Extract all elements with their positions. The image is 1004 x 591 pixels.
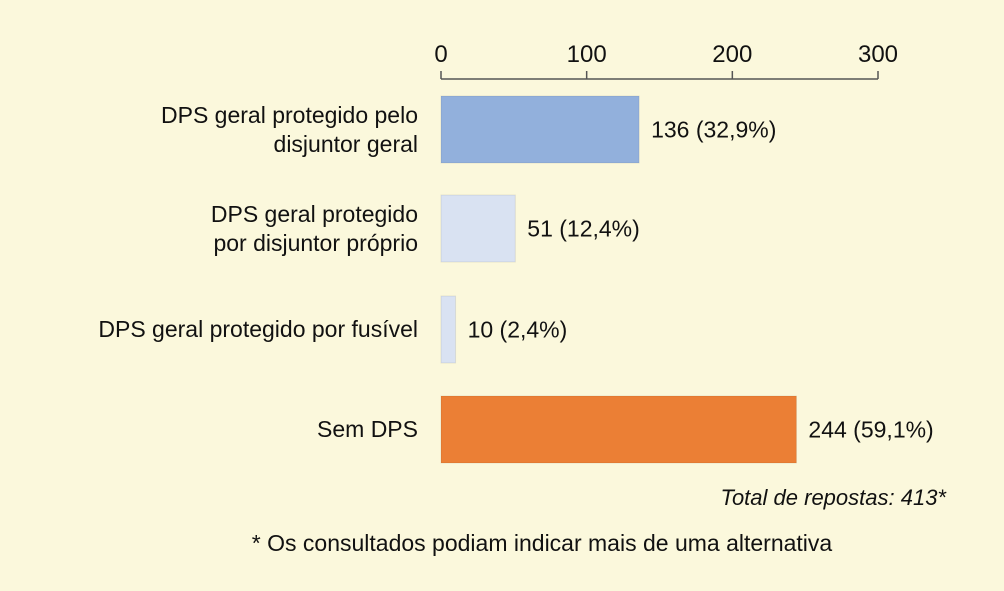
data-label: 136 (32,9%) (651, 117, 776, 143)
category-label: DPS geral protegido por fusível (98, 316, 418, 342)
data-label: 51 (12,4%) (527, 216, 640, 242)
category-label: DPS geral protegido pelo disjuntor geral (161, 101, 418, 157)
total-responses: Total de repostas: 413* (720, 485, 946, 510)
bar (440, 295, 457, 364)
category-label: DPS geral protegido por disjuntor própri… (210, 200, 418, 256)
category-label: Sem DPS (317, 416, 418, 442)
data-label: 10 (2,4%) (468, 317, 568, 343)
bar (440, 194, 516, 263)
bar (440, 95, 640, 164)
x-tick-label: 300 (858, 41, 898, 68)
data-label: 244 (59,1%) (808, 417, 933, 443)
x-tick-label: 100 (567, 41, 607, 68)
x-tick-label: 200 (712, 41, 752, 68)
bar (440, 395, 797, 464)
x-tick-label: 0 (434, 41, 447, 68)
footnote: * Os consultados podiam indicar mais de … (251, 530, 833, 556)
